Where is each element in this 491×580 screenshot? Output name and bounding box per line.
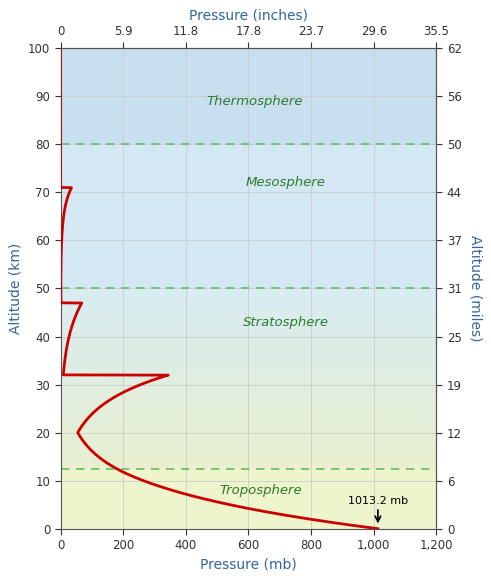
Y-axis label: Altitude (km): Altitude (km) bbox=[8, 243, 22, 334]
Bar bbox=[60, 334, 436, 338]
Bar bbox=[60, 464, 436, 469]
Bar bbox=[60, 48, 436, 144]
Bar bbox=[60, 383, 436, 387]
Bar bbox=[60, 433, 436, 437]
Bar bbox=[60, 293, 436, 298]
Bar bbox=[60, 392, 436, 397]
Bar bbox=[60, 415, 436, 419]
X-axis label: Pressure (inches): Pressure (inches) bbox=[189, 8, 308, 23]
Bar bbox=[60, 441, 436, 446]
Bar bbox=[60, 401, 436, 405]
Bar bbox=[60, 469, 436, 529]
Bar bbox=[60, 288, 436, 293]
Bar bbox=[60, 369, 436, 374]
Bar bbox=[60, 325, 436, 329]
Text: Troposphere: Troposphere bbox=[219, 484, 302, 496]
Bar bbox=[60, 405, 436, 410]
Text: Thermosphere: Thermosphere bbox=[207, 95, 303, 108]
Bar bbox=[60, 451, 436, 455]
X-axis label: Pressure (mb): Pressure (mb) bbox=[200, 557, 297, 572]
Bar bbox=[60, 329, 436, 333]
Bar bbox=[60, 356, 436, 361]
Text: Mesosphere: Mesosphere bbox=[246, 176, 326, 189]
Y-axis label: Altitude (miles): Altitude (miles) bbox=[469, 235, 483, 342]
Bar bbox=[60, 306, 436, 311]
Bar bbox=[60, 455, 436, 459]
Bar bbox=[60, 419, 436, 423]
Bar bbox=[60, 446, 436, 451]
Bar bbox=[60, 320, 436, 325]
Bar bbox=[60, 351, 436, 356]
Bar bbox=[60, 298, 436, 302]
Text: 1013.2 mb: 1013.2 mb bbox=[348, 496, 408, 506]
Bar bbox=[60, 379, 436, 383]
Bar bbox=[60, 144, 436, 288]
Bar bbox=[60, 459, 436, 464]
Bar bbox=[60, 397, 436, 401]
Bar bbox=[60, 347, 436, 351]
Bar bbox=[60, 374, 436, 379]
Bar bbox=[60, 343, 436, 347]
Bar bbox=[60, 361, 436, 365]
Bar bbox=[60, 365, 436, 369]
Bar bbox=[60, 338, 436, 343]
Bar bbox=[60, 428, 436, 433]
Text: Stratosphere: Stratosphere bbox=[243, 316, 329, 329]
Bar bbox=[60, 437, 436, 441]
Bar bbox=[60, 311, 436, 316]
Bar bbox=[60, 316, 436, 320]
Bar bbox=[60, 423, 436, 428]
Bar bbox=[60, 387, 436, 392]
Bar bbox=[60, 302, 436, 306]
Bar bbox=[60, 410, 436, 415]
